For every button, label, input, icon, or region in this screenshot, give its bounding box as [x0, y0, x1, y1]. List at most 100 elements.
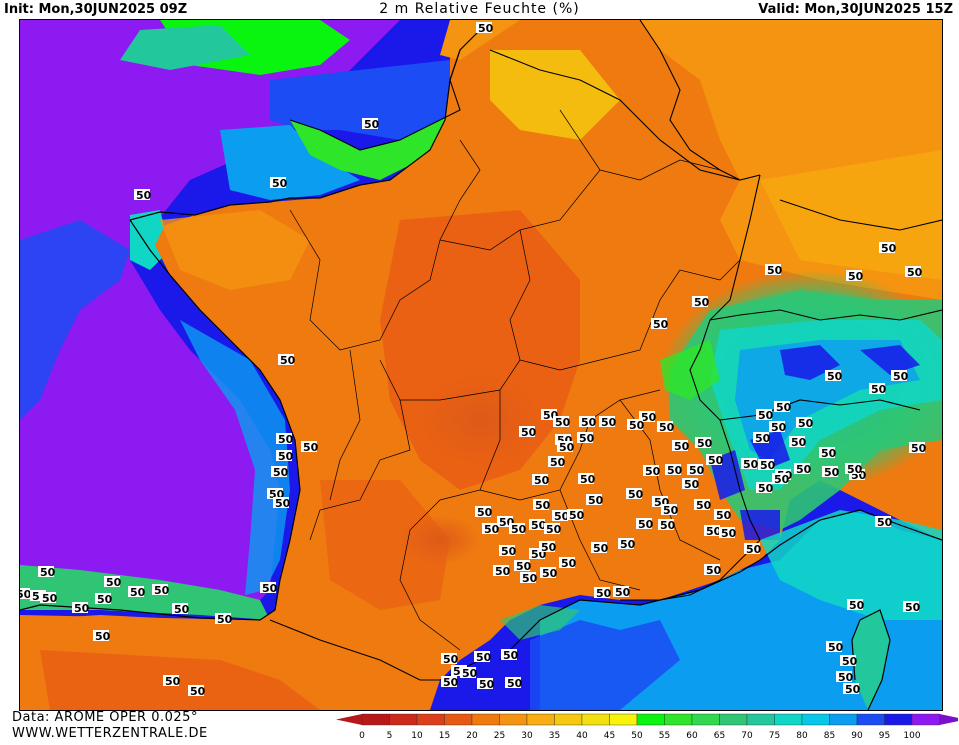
legend-swatch	[444, 713, 473, 726]
contour-label-bg	[541, 409, 557, 420]
contour-label-50: 50	[495, 565, 511, 578]
contour-label-50: 50	[684, 478, 700, 491]
belgium-yellow	[490, 50, 620, 140]
legend-swatch	[691, 713, 720, 726]
corsica-land	[852, 610, 890, 710]
contour-label-50: 50	[615, 586, 631, 599]
contour-label-50: 50	[273, 466, 289, 479]
contour-label-50: 50	[755, 432, 771, 445]
contour-label-50: 50	[74, 602, 90, 615]
color-legend: 0 5 10 15 20 25 30 35 40 45 50 55 60 65 70 75 80 85 90 95 10…	[336, 712, 959, 741]
contour-label-bg	[594, 587, 610, 598]
contour-label-50: 50	[847, 463, 863, 476]
contour-label-bg	[460, 667, 476, 678]
contour-label-50: 50	[443, 676, 459, 689]
contour-label-50: 50	[106, 576, 122, 589]
legend-swatch	[884, 713, 913, 726]
contour-label-bg	[476, 22, 492, 33]
contour-label-bg	[651, 318, 667, 329]
contour-label-bg	[188, 685, 204, 696]
contour-label-bg	[301, 441, 317, 452]
legend-tick-label: 100	[903, 731, 920, 741]
contour-label-bg	[819, 447, 835, 458]
contour-label-bg	[714, 509, 730, 520]
contour-label-bg	[643, 465, 659, 476]
legend-tick-label: 30	[521, 731, 533, 741]
contour-label-bg	[579, 416, 595, 427]
contour-label-bg	[557, 441, 573, 452]
biscay-coast-blue	[180, 320, 290, 595]
contour-label-50: 50	[845, 683, 861, 696]
contour-label-50: 50	[776, 401, 792, 414]
contour-label-50: 50	[771, 421, 787, 434]
contour-label-bg	[441, 676, 457, 687]
contour-label-50: 50	[581, 416, 597, 429]
contour-label-50: 50	[663, 504, 679, 517]
hot-core	[420, 375, 540, 465]
contour-label-50: 50	[905, 601, 921, 614]
contour-label-bg	[586, 494, 602, 505]
med-blue-deep	[530, 620, 680, 710]
contour-label-50: 50	[95, 630, 111, 643]
legend-tick-label: 45	[604, 731, 615, 741]
contour-label-50: 50	[364, 118, 380, 131]
contour-label-50: 50	[881, 242, 897, 255]
contour-label-50: 50	[848, 270, 864, 283]
contour-label-bg	[847, 599, 863, 610]
contour-label-50: 50	[278, 450, 294, 463]
contour-label-bg	[618, 538, 634, 549]
legend-tick-label: 25	[494, 731, 505, 741]
website-label[interactable]: WWW.WETTERZENTRALE.DE	[12, 726, 208, 741]
contour-label-bg	[514, 560, 530, 571]
contour-label-50: 50	[479, 678, 495, 691]
contour-label-bg	[626, 488, 642, 499]
contour-label-bg	[756, 482, 772, 493]
contour-label-50: 50	[838, 671, 854, 684]
contour-label-50: 50	[190, 685, 206, 698]
legend-swatch	[719, 713, 748, 726]
contour-label-bg	[687, 464, 703, 475]
contour-label-50: 50	[559, 441, 575, 454]
legend-swatch	[664, 713, 693, 726]
contour-label-bg	[567, 509, 583, 520]
contour-label-50: 50	[660, 519, 676, 532]
contour-label-50: 50	[154, 584, 170, 597]
contour-label-bg	[540, 567, 556, 578]
contour-label-bg	[658, 519, 674, 530]
contour-label-50: 50	[541, 541, 557, 554]
contour-label-50: 50	[593, 542, 609, 555]
contour-label-50: 50	[443, 653, 459, 666]
contour-label-50: 50	[569, 509, 585, 522]
hot-core-sw	[400, 515, 480, 565]
contour-label-bg	[672, 440, 688, 451]
contour-label-50: 50	[522, 572, 538, 585]
contour-label-bg	[163, 675, 179, 686]
contour-label-50: 50	[601, 416, 617, 429]
legend-arrow-low	[336, 714, 362, 725]
valid-time-label: Valid: Mon,30JUN2025 15Z	[758, 2, 953, 17]
contour-label-bg	[38, 566, 54, 577]
contour-label-50: 50	[659, 421, 675, 434]
contour-label-50: 50	[893, 370, 909, 383]
lion-gulf-green	[500, 605, 580, 640]
contour-label-bg	[362, 118, 378, 129]
contour-label-50: 50	[694, 296, 710, 309]
humidity-map[interactable]: 50 50 50 50 50 50 50 50 50 50 50 50 50 50 50 50 50 50 50 50…	[19, 19, 943, 711]
contour-label-50: 50	[641, 411, 657, 424]
legend-tick-label: 85	[824, 731, 835, 741]
contour-label-50: 50	[484, 523, 500, 536]
biscay-violet	[20, 20, 400, 610]
contour-label-bg	[276, 433, 292, 444]
contour-label-bg	[695, 437, 711, 448]
legend-swatch	[829, 713, 858, 726]
legend-swatch	[526, 713, 555, 726]
contour-label-bg	[796, 417, 812, 428]
contour-label-50: 50	[531, 519, 547, 532]
init-time-label: Init: Mon,30JUN2025 09Z	[4, 2, 188, 17]
contour-label-50: 50	[478, 22, 494, 35]
contour-label-50: 50	[476, 651, 492, 664]
contour-label-bg	[843, 683, 859, 694]
contour-label-bg	[72, 602, 88, 613]
contour-label-bg	[441, 653, 457, 664]
legend-tick-label: 55	[659, 731, 670, 741]
